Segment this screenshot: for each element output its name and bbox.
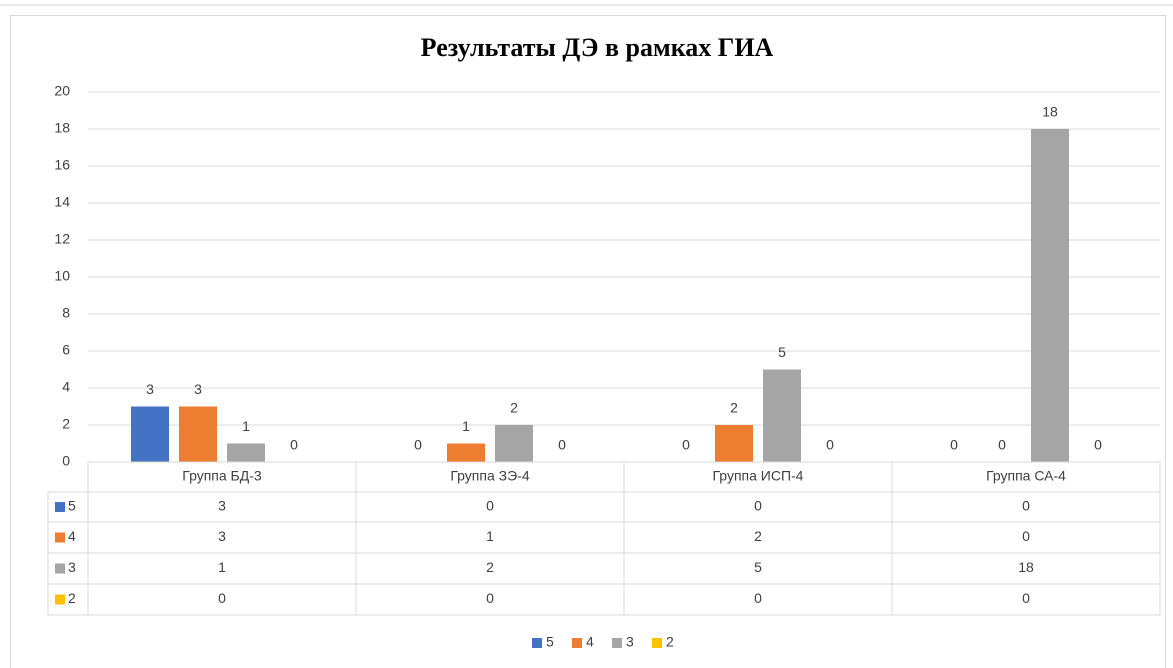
data-label: 0 xyxy=(682,437,690,453)
data-label: 0 xyxy=(950,437,958,453)
bar xyxy=(447,443,485,462)
bar xyxy=(179,406,217,462)
y-tick-label: 16 xyxy=(54,157,70,173)
bar xyxy=(131,406,169,462)
y-tick-label: 6 xyxy=(62,342,70,358)
table-cell: 0 xyxy=(1022,528,1030,544)
table-cell: 3 xyxy=(218,498,226,514)
data-label: 0 xyxy=(1094,437,1102,453)
table-cell: 2 xyxy=(486,559,494,575)
table-cell: 1 xyxy=(218,559,226,575)
bar xyxy=(763,369,801,462)
y-tick-label: 8 xyxy=(62,305,70,321)
data-label: 0 xyxy=(998,437,1006,453)
bar xyxy=(495,425,533,462)
y-tick-label: 10 xyxy=(54,268,70,284)
table-row-header: 5 xyxy=(68,498,76,514)
table-cell: 1 xyxy=(486,528,494,544)
table-legend-key xyxy=(55,532,65,543)
x-tick-label: Группа ЗЭ-4 xyxy=(450,468,529,484)
chart-frame xyxy=(10,15,1166,668)
y-tick-label: 2 xyxy=(62,416,70,432)
data-label: 18 xyxy=(1042,104,1058,120)
table-cell: 0 xyxy=(754,498,762,514)
table-legend-key xyxy=(55,563,65,574)
bar xyxy=(1031,129,1069,462)
legend-label: 2 xyxy=(666,634,674,650)
x-tick-label: Группа БД-3 xyxy=(182,468,262,484)
table-cell: 0 xyxy=(486,498,494,514)
table-row-header: 3 xyxy=(68,559,76,575)
data-label: 0 xyxy=(558,437,566,453)
table-cell: 0 xyxy=(754,590,762,606)
table-legend-key xyxy=(55,594,65,605)
y-tick-label: 18 xyxy=(54,120,70,136)
y-tick-label: 14 xyxy=(54,194,70,210)
data-label: 2 xyxy=(510,400,518,416)
y-tick-label: 20 xyxy=(54,83,70,99)
data-label: 0 xyxy=(414,437,422,453)
legend-key xyxy=(652,638,662,648)
table-row-header: 2 xyxy=(68,590,76,606)
legend-key xyxy=(572,638,582,648)
data-label: 5 xyxy=(778,344,786,360)
data-label: 0 xyxy=(290,437,298,453)
x-tick-label: Группа ИСП-4 xyxy=(713,468,804,484)
table-cell: 0 xyxy=(1022,590,1030,606)
legend-key xyxy=(532,638,542,648)
bar xyxy=(715,425,753,462)
chart-title: Результаты ДЭ в рамках ГИА xyxy=(421,33,774,62)
data-label: 3 xyxy=(146,381,154,397)
table-cell: 18 xyxy=(1018,559,1034,575)
data-label: 1 xyxy=(462,418,470,434)
y-tick-label: 12 xyxy=(54,231,70,247)
legend-label: 5 xyxy=(546,634,554,650)
data-label: 3 xyxy=(194,381,202,397)
data-label: 0 xyxy=(826,437,834,453)
y-tick-label: 0 xyxy=(62,453,70,469)
bar xyxy=(227,443,265,462)
legend-label: 4 xyxy=(586,634,594,650)
table-cell: 0 xyxy=(1022,498,1030,514)
legend-label: 3 xyxy=(626,634,634,650)
table-cell: 0 xyxy=(486,590,494,606)
table-cell: 2 xyxy=(754,528,762,544)
table-legend-key xyxy=(55,502,65,512)
table-cell: 3 xyxy=(218,528,226,544)
data-label: 1 xyxy=(242,418,250,434)
data-label: 2 xyxy=(730,400,738,416)
table-row-header: 4 xyxy=(68,528,76,544)
table-cell: 5 xyxy=(754,559,762,575)
x-tick-label: Группа СА-4 xyxy=(986,468,1066,484)
y-tick-label: 4 xyxy=(62,379,70,395)
legend-key xyxy=(612,638,622,648)
table-cell: 0 xyxy=(218,590,226,606)
